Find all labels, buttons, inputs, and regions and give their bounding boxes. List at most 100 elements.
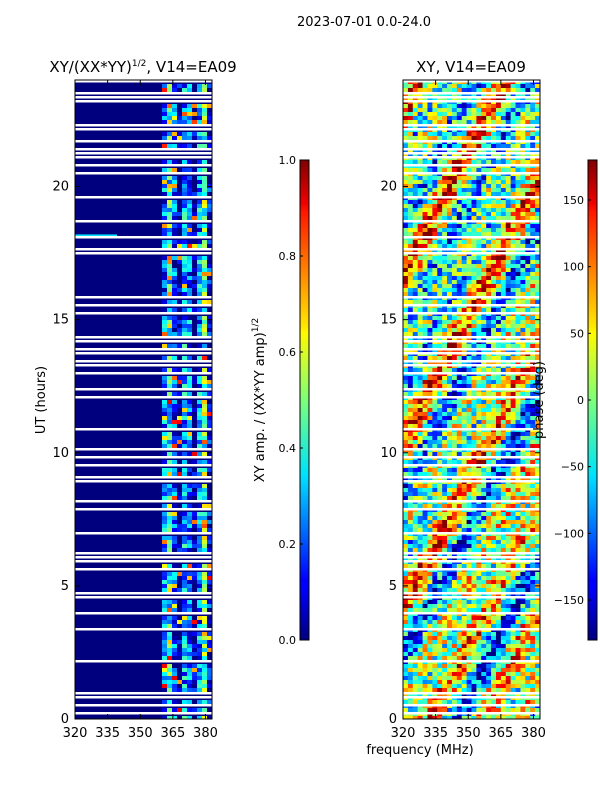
amplitude-cell [161,432,168,437]
amplitude-cell [201,332,208,337]
phase-cell [476,224,482,229]
amplitude-cell [181,380,188,385]
phase-cell [442,576,448,581]
amplitude-cell [191,288,198,293]
phase-cell [417,436,423,441]
amplitude-cell [176,452,183,457]
amplitude-flagged-row [75,500,212,503]
phase-cell [486,144,492,149]
phase-cell [535,280,540,285]
amplitude-cell [176,620,183,625]
amplitude-cell [191,240,198,245]
amplitude-cell [196,672,203,677]
phase-cell [442,216,448,221]
phase-cell [481,332,487,337]
phase-cell [486,512,492,517]
phase-cell [427,452,433,457]
amplitude-cell [176,548,183,553]
phase-cell [466,324,472,329]
phase-cell [481,576,487,581]
phase-cell [432,168,438,173]
phase-cell [456,468,463,473]
phase-cell [500,588,507,593]
amplitude-flagged-row [75,96,212,99]
phase-cell [515,272,521,277]
amplitude-cell [206,108,212,113]
phase-cell [525,132,531,137]
amplitude-cell [181,600,188,605]
amplitude-cell [166,564,173,569]
phase-cell [451,308,458,313]
amplitude-cell [191,104,198,109]
amplitude-cell [161,276,168,281]
phase-cell [535,580,540,585]
phase-cell [525,120,531,125]
amplitude-cell [186,240,193,245]
phase-cell [486,488,492,493]
phase-cell [461,404,467,409]
phase-cell [451,256,458,261]
amplitude-cell [181,416,188,421]
phase-cell [456,168,463,173]
amplitude-cell [201,540,208,545]
amplitude-cell [166,496,173,501]
amplitude-cell [161,380,168,385]
phase-cell [495,424,502,429]
phase-cell [447,88,453,93]
phase-cell [442,320,448,325]
amplitude-cell [201,656,208,661]
amplitude-cell [171,284,178,289]
phase-cell [412,332,418,337]
phase-cell [500,184,507,189]
phase-cell [403,160,409,165]
phase-cell [456,300,463,305]
phase-cell [525,404,531,409]
phase-cell [407,200,414,205]
phase-cell [481,436,487,441]
phase-cell [456,308,463,313]
phase-cell [456,380,463,385]
phase-cell [456,328,463,333]
phase-cell [447,564,453,569]
phase-cell [481,404,487,409]
phase-cell [412,440,418,445]
phase-cell [422,588,428,593]
amplitude-cell [166,652,173,657]
amplitude-cell [161,300,168,305]
phase-cell [495,264,502,269]
phase-cell [505,536,511,541]
amplitude-cell [161,492,168,497]
phase-cell [476,240,482,245]
amplitude-cell [161,264,168,269]
phase-cell [515,212,521,217]
phase-cell [427,544,433,549]
phase-cell [500,468,507,473]
amplitude-cell [201,564,208,569]
phase-cell [530,412,536,417]
phase-cell [451,160,458,165]
amplitude-cell [181,680,188,685]
phase-cell [525,380,531,385]
amplitude-cell [176,584,183,589]
phase-cell [461,300,467,305]
amplitude-cell [186,280,193,285]
phase-cell [476,444,482,449]
phase-cell [427,516,433,521]
phase-cell [481,384,487,389]
phase-cell [447,180,453,185]
phase-cell [471,484,477,489]
amplitude-flagged-row [75,568,212,571]
phase-cell [481,132,487,137]
phase-cell [432,516,438,521]
phase-cell [471,84,477,89]
phase-cell [495,300,502,305]
phase-cell [476,400,482,405]
amplitude-cell [196,424,203,429]
phase-cell [451,356,458,361]
phase-cell [412,320,418,325]
amplitude-cell [161,212,168,217]
phase-cell [525,228,531,233]
phase-cell [422,580,428,585]
phase-cell [481,504,487,509]
amplitude-cell [176,160,183,165]
